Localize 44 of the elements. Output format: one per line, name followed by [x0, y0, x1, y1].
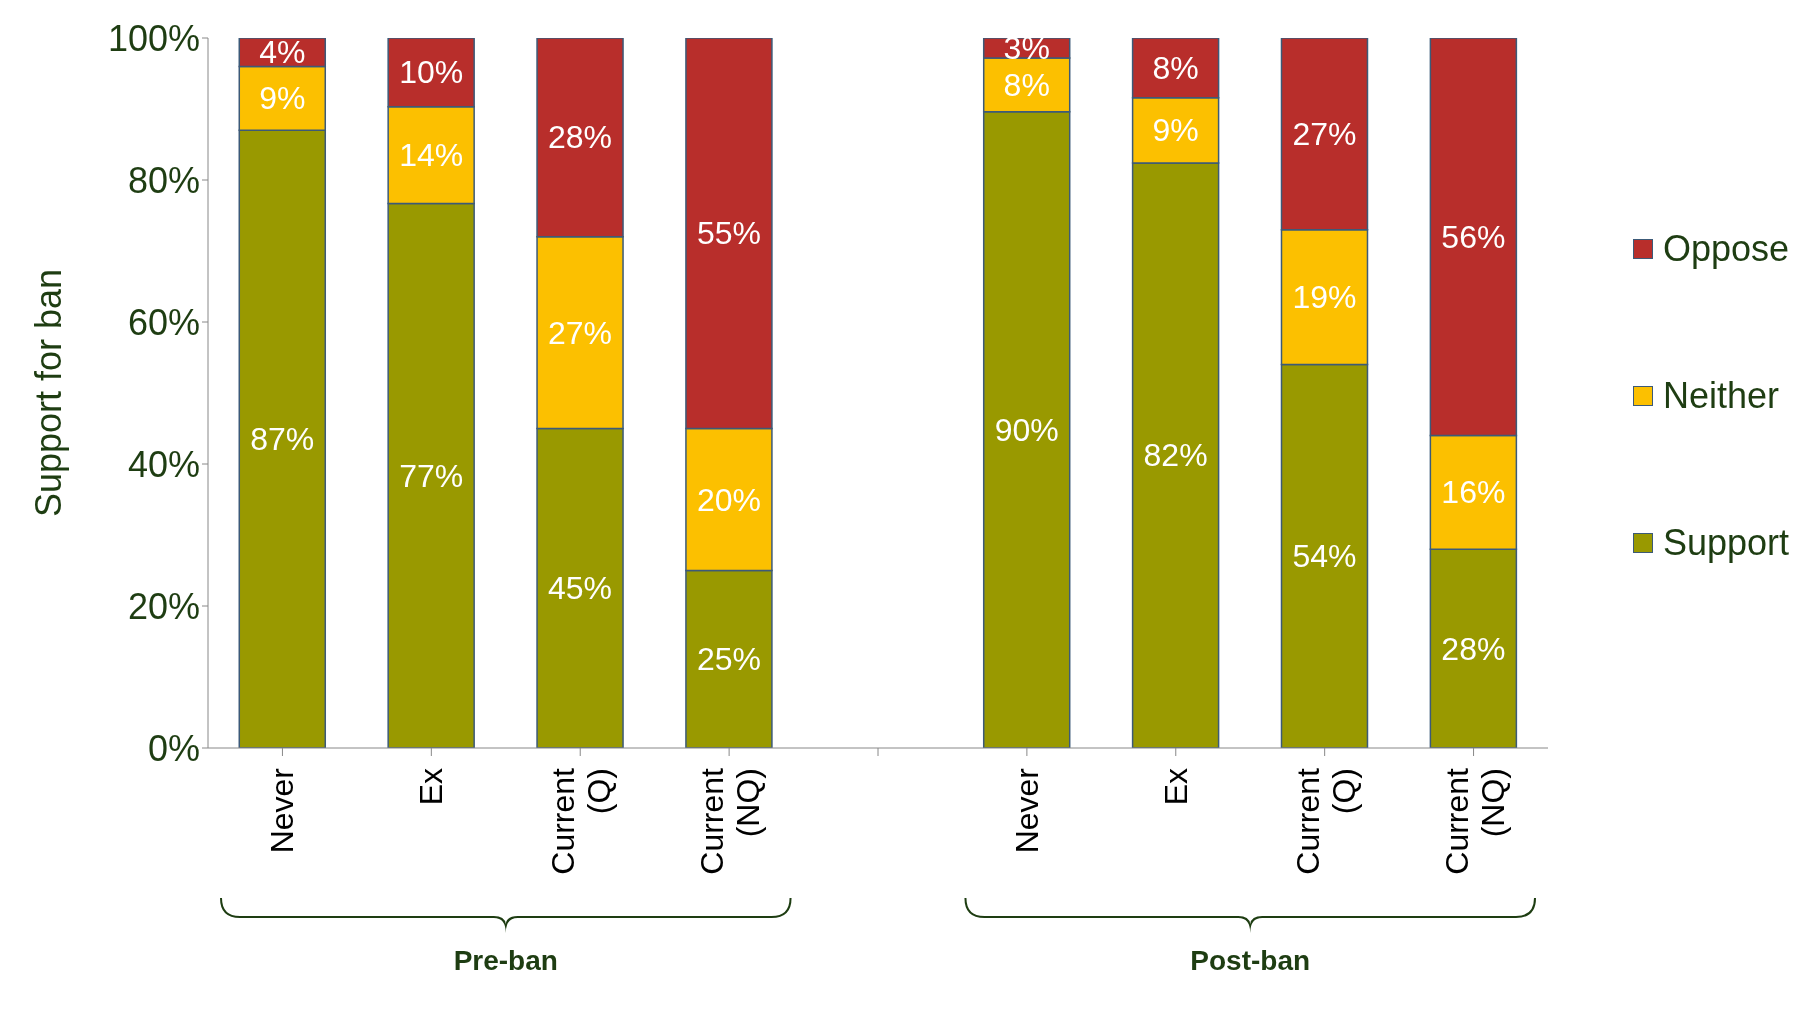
- data-label: 87%: [250, 421, 315, 458]
- data-label: 9%: [259, 80, 306, 117]
- y-tick-label: 60%: [127, 301, 200, 343]
- data-label: 16%: [1441, 474, 1506, 511]
- data-label: 45%: [548, 570, 613, 607]
- data-label: 14%: [399, 137, 464, 174]
- legend-label: Oppose: [1663, 228, 1790, 270]
- x-tick-label: Ex: [1157, 768, 1194, 806]
- legend-label: Neither: [1663, 375, 1780, 417]
- y-axis-title: Support for ban: [27, 268, 69, 518]
- data-label: 25%: [696, 641, 761, 678]
- data-label: 27%: [548, 314, 613, 351]
- y-tick-label: 100%: [107, 17, 200, 59]
- data-label: 27%: [1292, 115, 1357, 152]
- x-tick-label: Never: [264, 767, 301, 854]
- data-label: 77%: [399, 457, 464, 494]
- data-label: 3%: [1003, 29, 1050, 66]
- text: Pre-ban: [453, 945, 558, 976]
- data-label: 9%: [1152, 112, 1199, 149]
- data-label: 8%: [1003, 66, 1050, 103]
- data-label: 28%: [548, 119, 613, 156]
- y-tick-label: 40%: [127, 443, 200, 485]
- data-label: 28%: [1441, 630, 1506, 667]
- x-tick-label: Current (NQ): [1438, 767, 1511, 875]
- y-tick-label: 0%: [147, 727, 200, 769]
- y-tick-label: 20%: [127, 585, 200, 627]
- x-tick-label: Ex: [413, 768, 450, 806]
- data-label: 56%: [1441, 218, 1506, 255]
- data-label: 8%: [1152, 49, 1199, 86]
- data-label: 82%: [1143, 437, 1208, 474]
- data-label: 55%: [696, 215, 761, 252]
- data-label: 19%: [1292, 279, 1357, 316]
- text: Post-ban: [1190, 945, 1311, 976]
- data-label: 20%: [696, 481, 761, 518]
- data-label: 10%: [399, 54, 464, 91]
- data-label: 4%: [259, 34, 306, 71]
- x-tick-label: Never: [1008, 767, 1045, 854]
- y-tick-label: 80%: [127, 159, 200, 201]
- legend-label: Support: [1663, 522, 1790, 564]
- data-label: 54%: [1292, 538, 1357, 575]
- x-tick-label: Current (NQ): [694, 767, 767, 875]
- x-tick-label: Current (Q): [1289, 767, 1362, 875]
- data-label: 90%: [994, 411, 1059, 448]
- x-tick-label: Current (Q): [545, 767, 618, 875]
